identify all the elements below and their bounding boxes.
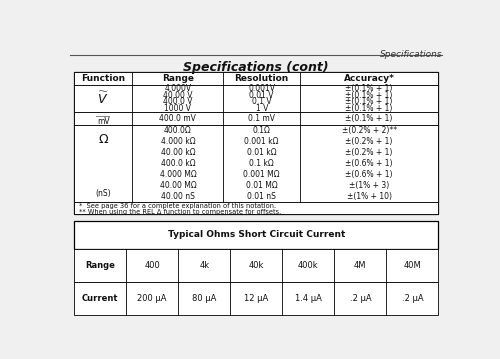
Text: *  See page 36 for a complete explanation of this notation.: * See page 36 for a complete explanation… (79, 203, 276, 209)
Bar (74, 72, 438, 85)
Text: 4.000V: 4.000V (164, 84, 192, 93)
Text: ±(1% + 10): ±(1% + 10) (346, 192, 392, 201)
Text: 0.1 V: 0.1 V (252, 98, 272, 107)
Text: ±(0.1% + 1): ±(0.1% + 1) (346, 84, 393, 93)
Bar (74, 220, 438, 249)
Text: Current: Current (82, 294, 118, 303)
Text: ±(0.1% + 1): ±(0.1% + 1) (346, 115, 393, 123)
Text: 12 μA: 12 μA (244, 294, 268, 303)
Text: ±(0.6% + 1): ±(0.6% + 1) (346, 159, 393, 168)
Text: Function: Function (81, 74, 126, 83)
Text: 0.1 mV: 0.1 mV (248, 115, 275, 123)
Bar (74, 126, 438, 202)
Text: 0.001 kΩ: 0.001 kΩ (244, 137, 279, 146)
Text: 40.00 nS: 40.00 nS (161, 192, 195, 201)
Text: 1.4 μA: 1.4 μA (295, 294, 322, 303)
Text: ±(1% + 3): ±(1% + 3) (349, 181, 390, 190)
Text: 400.0 V: 400.0 V (163, 98, 192, 107)
Text: 0.01 kΩ: 0.01 kΩ (247, 148, 276, 157)
Text: 40k: 40k (248, 261, 264, 270)
Text: 80 μA: 80 μA (192, 294, 216, 303)
Text: ±(0.1% + 1): ±(0.1% + 1) (346, 104, 393, 113)
Text: ±(0.1% + 1): ±(0.1% + 1) (346, 90, 393, 99)
Text: Range: Range (162, 74, 194, 83)
Text: 400: 400 (144, 261, 160, 270)
Text: ±(0.1% + 1): ±(0.1% + 1) (346, 98, 393, 107)
Text: (nS): (nS) (96, 189, 111, 198)
Text: Typical Ohms Short Circuit Current: Typical Ohms Short Circuit Current (168, 230, 345, 239)
Text: $\widetilde{V}$: $\widetilde{V}$ (98, 90, 109, 107)
Text: 0.001 MΩ: 0.001 MΩ (244, 170, 280, 179)
Text: 400.0 mV: 400.0 mV (160, 115, 196, 123)
Text: 0.1 kΩ: 0.1 kΩ (250, 159, 274, 168)
Text: Resolution: Resolution (234, 74, 289, 83)
Text: 400k: 400k (298, 261, 318, 270)
Text: ±(0.2% + 2)**: ±(0.2% + 2)** (342, 126, 396, 135)
Text: ±(0.6% + 1): ±(0.6% + 1) (346, 170, 393, 179)
Text: 40.00 kΩ: 40.00 kΩ (160, 148, 195, 157)
Text: ――: ―― (96, 114, 110, 120)
Text: ±(0.2% + 1): ±(0.2% + 1) (346, 137, 393, 146)
Text: 0.01 V: 0.01 V (250, 90, 274, 99)
Bar (74, 72, 438, 214)
Bar (74, 85, 438, 112)
Text: 0.001V: 0.001V (248, 84, 275, 93)
Text: Accuracy*: Accuracy* (344, 74, 394, 83)
Text: Range: Range (85, 261, 115, 270)
Text: Specifications (cont): Specifications (cont) (184, 61, 329, 74)
Text: 4M: 4M (354, 261, 366, 270)
Text: 40M: 40M (404, 261, 421, 270)
Text: Ω: Ω (98, 133, 108, 146)
Text: mV: mV (97, 117, 110, 126)
Text: 40.00 MΩ: 40.00 MΩ (160, 181, 196, 190)
Text: 40.00 V: 40.00 V (163, 90, 192, 99)
Text: 4k: 4k (199, 261, 209, 270)
Text: 200 μA: 200 μA (138, 294, 167, 303)
Text: 1 V: 1 V (256, 104, 268, 113)
Text: 400.0 kΩ: 400.0 kΩ (160, 159, 195, 168)
Text: 4.000 kΩ: 4.000 kΩ (160, 137, 195, 146)
Text: 0.01 MΩ: 0.01 MΩ (246, 181, 278, 190)
Text: 0.1Ω: 0.1Ω (253, 126, 270, 135)
Text: 1000 V: 1000 V (164, 104, 192, 113)
Text: .2 μA: .2 μA (402, 294, 423, 303)
Text: Specifications: Specifications (380, 50, 442, 59)
Bar (74, 282, 438, 314)
Text: 4.000 MΩ: 4.000 MΩ (160, 170, 196, 179)
Text: ** When using the REL Δ function to compensate for offsets.: ** When using the REL Δ function to comp… (79, 209, 281, 215)
Text: .2 μA: .2 μA (350, 294, 371, 303)
Bar (74, 202, 438, 214)
Bar (74, 249, 438, 282)
Bar (74, 112, 438, 126)
Text: ±(0.2% + 1): ±(0.2% + 1) (346, 148, 393, 157)
Text: 400.0Ω: 400.0Ω (164, 126, 192, 135)
Text: 0.01 nS: 0.01 nS (248, 192, 276, 201)
